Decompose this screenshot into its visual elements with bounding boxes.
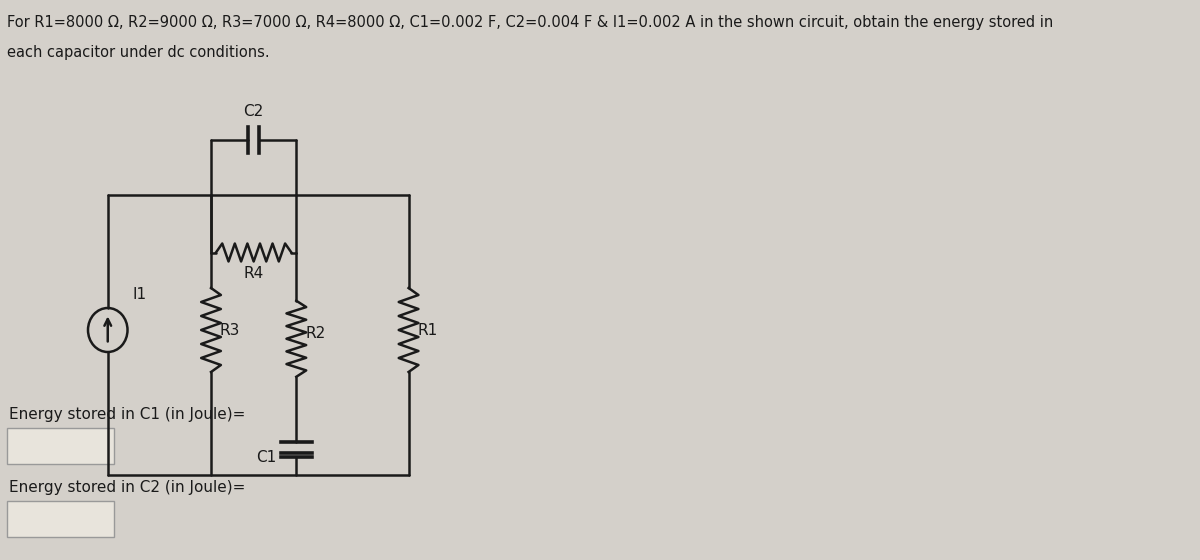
Text: Energy stored in C1 (in Joule)=: Energy stored in C1 (in Joule)= [8, 407, 245, 422]
Text: R4: R4 [244, 265, 264, 281]
Text: R2: R2 [305, 326, 325, 341]
Text: each capacitor under dc conditions.: each capacitor under dc conditions. [7, 45, 270, 60]
Text: R3: R3 [220, 323, 240, 338]
FancyBboxPatch shape [7, 428, 114, 464]
Text: For R1=8000 Ω, R2=9000 Ω, R3=7000 Ω, R4=8000 Ω, C1=0.002 F, C2=0.004 F & I1=0.00: For R1=8000 Ω, R2=9000 Ω, R3=7000 Ω, R4=… [7, 15, 1054, 30]
Text: R1: R1 [418, 323, 438, 338]
Text: C2: C2 [244, 104, 264, 119]
Text: I1: I1 [133, 287, 148, 302]
Text: C1: C1 [257, 450, 276, 464]
FancyBboxPatch shape [7, 501, 114, 537]
Text: Energy stored in C2 (in Joule)=: Energy stored in C2 (in Joule)= [8, 480, 245, 495]
